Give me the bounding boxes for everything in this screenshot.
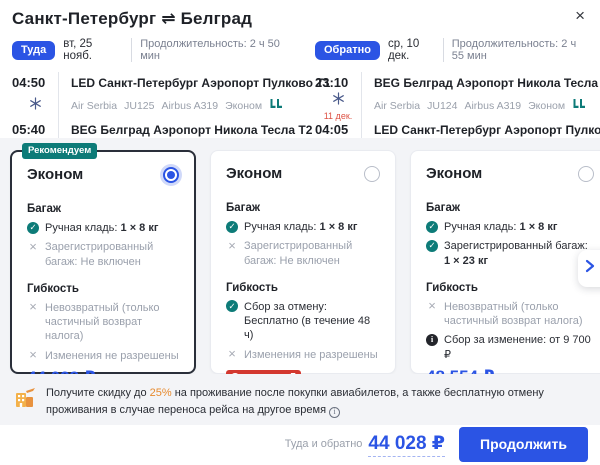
fare-title: Эконом (27, 166, 84, 183)
fare-radio-selected[interactable] (163, 166, 179, 183)
cross-icon: × (228, 346, 236, 362)
flight-number: JU125 (124, 100, 155, 112)
fare-cards: Рекомендуем Эконом Багаж ✓ Ручная кладь:… (0, 138, 600, 374)
carrier-name: Air Serbia (374, 100, 421, 112)
check-circle-icon: ✓ (226, 220, 238, 233)
inbound-meta: Обратно ср, 10 дек. Продолжительность: 2… (315, 38, 588, 62)
flexibility-label: Гибкость (226, 281, 278, 294)
inbound-arrival-airport: LED Санкт-Петербург Аэропорт Пулково Т1 (374, 122, 600, 137)
check-circle-icon: ✓ (226, 300, 238, 313)
flex-item: ✓ Сбор за отмену: Бесплатно (в течение 4… (226, 300, 380, 343)
inbound-departure-airport: BEG Белград Аэропорт Никола Тесла Т2 (374, 75, 600, 90)
promo-text: Получите скидку до 25% на проживание пос… (46, 387, 544, 418)
inbound-leg: Обратно ср, 10 дек. Продолжительность: 2… (300, 38, 600, 140)
fare-radio[interactable] (364, 165, 380, 182)
cabin-class: Эконом (225, 100, 263, 112)
cabin-class: Эконом (528, 100, 566, 112)
fare-price[interactable]: 44 028 ₽ (27, 368, 96, 374)
inbound-arrival-time: 04:05 (315, 122, 349, 137)
footer: Туда и обратно 44 028 ₽ Продолжить (0, 425, 600, 465)
baggage-label: Багаж (426, 202, 461, 214)
cross-icon: × (29, 299, 37, 315)
promo-discount: 25% (149, 387, 172, 399)
fare-card-econom-3[interactable]: Эконом Багаж ✓ Ручная кладь: 1 × 8 кг ✓ … (410, 150, 600, 374)
flexibility-label: Гибкость (27, 282, 79, 295)
outbound-departure-airport: LED Санкт-Петербург Аэропорт Пулково Т1 (71, 75, 331, 90)
baggage-item: ✓ Ручная кладь: 1 × 8 кг (426, 220, 594, 234)
baggage-item: ✓ Ручная кладь: 1 × 8 кг (226, 220, 380, 234)
check-circle-icon: ✓ (426, 239, 438, 252)
flight-summary: Туда вт, 25 нояб. Продолжительность: 2 ч… (0, 38, 600, 140)
aircraft: Airbus A319 (464, 100, 522, 112)
fare-title: Эконом (426, 165, 483, 182)
flight-number: JU124 (427, 100, 458, 112)
close-icon[interactable]: × (575, 6, 585, 25)
flex-item: × Изменения не разрешены (226, 346, 380, 362)
chevron-right-icon (585, 259, 595, 278)
snowflake-icon (332, 91, 345, 110)
baggage-item: ✓ Ручная кладь: 1 × 8 кг (27, 221, 179, 235)
inbound-badge: Обратно (315, 40, 380, 60)
flex-item: × Невозвратный (только частичный возврат… (27, 299, 179, 344)
outbound-arrival-airport: BEG Белград Аэропорт Никола Тесла Т2 (71, 122, 313, 137)
outbound-meta: Туда вт, 25 нояб. Продолжительность: 2 ч… (12, 38, 300, 62)
inbound-duration: Продолжительность: 2 ч 55 мин (442, 38, 588, 62)
outbound-date: вт, 25 нояб. (63, 38, 93, 62)
fare-title: Эконом (226, 165, 283, 182)
hotel-discount-icon (13, 385, 37, 414)
header: Санкт-Петербург ⇌ Белград × (0, 0, 600, 29)
flexibility-label: Гибкость (426, 281, 478, 294)
inbound-departure-time: 23:10 (315, 75, 349, 90)
fare-card-econom-2[interactable]: Эконом Багаж ✓ Ручная кладь: 1 × 8 кг × … (210, 150, 396, 374)
info-icon[interactable]: i (329, 406, 341, 418)
outbound-departure-time: 04:50 (12, 75, 46, 90)
flex-item: × Изменения не разрешены (27, 347, 179, 363)
snowflake-icon (29, 97, 42, 115)
footer-total-price[interactable]: 44 028 ₽ (368, 432, 446, 457)
inbound-date: ср, 10 дек. (387, 38, 420, 62)
check-circle-icon: ✓ (426, 220, 438, 233)
baggage-item: × Зарегистрированный багаж: Не включен (27, 240, 179, 269)
seats-icon (572, 99, 586, 113)
inbound-carrier-line: Air Serbia JU124 Airbus A319 Эконом (374, 93, 588, 119)
aircraft: Airbus A319 (161, 100, 219, 112)
cross-icon: × (228, 237, 236, 253)
recommended-badge: Рекомендуем (22, 143, 98, 159)
fare-card-econom-1[interactable]: Рекомендуем Эконом Багаж ✓ Ручная кладь:… (10, 143, 196, 374)
flex-item: i Сбор за изменение: от 9 700 ₽ (426, 333, 594, 362)
cross-icon: × (29, 238, 37, 254)
fares-section: Рекомендуем Эконом Багаж ✓ Ручная кладь:… (0, 138, 600, 425)
fare-price-note: Туда и обратно (501, 373, 575, 374)
baggage-label: Багаж (226, 202, 261, 214)
hotel-promo: Получите скидку до 25% на проживание пос… (0, 374, 600, 419)
cross-icon: × (428, 298, 436, 314)
info-icon: i (426, 333, 438, 346)
inbound-timeline: 23:10 11 дек. 04:05 BEG Белград Аэропорт… (315, 72, 600, 140)
baggage-item: × Зарегистрированный багаж: Не включен (226, 239, 380, 268)
outbound-carrier-line: Air Serbia JU125 Airbus A319 Эконом (71, 93, 300, 119)
carrier-name: Air Serbia (71, 100, 118, 112)
outbound-badge: Туда (12, 40, 56, 60)
scarcity-badge: Осталось <5 (226, 370, 301, 374)
baggage-label: Багаж (27, 203, 62, 215)
footer-price-note: Туда и обратно (284, 438, 363, 450)
check-circle-icon: ✓ (27, 221, 39, 234)
outbound-timeline: 04:50 05:40 LED Санкт-Петербург Аэропорт… (12, 72, 331, 140)
baggage-item: ✓ Зарегистрированный багаж: 1 × 23 кг (426, 239, 594, 268)
fare-price[interactable]: 48 554 ₽ (426, 367, 495, 374)
inbound-arrival-day: 11 дек. (323, 110, 353, 121)
seats-icon (269, 99, 283, 113)
continue-button[interactable]: Продолжить (459, 426, 588, 462)
cross-icon: × (29, 347, 37, 363)
outbound-arrival-time: 05:40 (12, 122, 46, 137)
outbound-duration: Продолжительность: 2 ч 50 мин (131, 38, 300, 62)
outbound-leg: Туда вт, 25 нояб. Продолжительность: 2 ч… (12, 38, 331, 140)
route-title: Санкт-Петербург ⇌ Белград (12, 9, 253, 28)
fare-radio[interactable] (578, 165, 594, 182)
next-fares-button[interactable] (578, 250, 600, 287)
flex-item: × Невозвратный (только частичный возврат… (426, 298, 594, 329)
